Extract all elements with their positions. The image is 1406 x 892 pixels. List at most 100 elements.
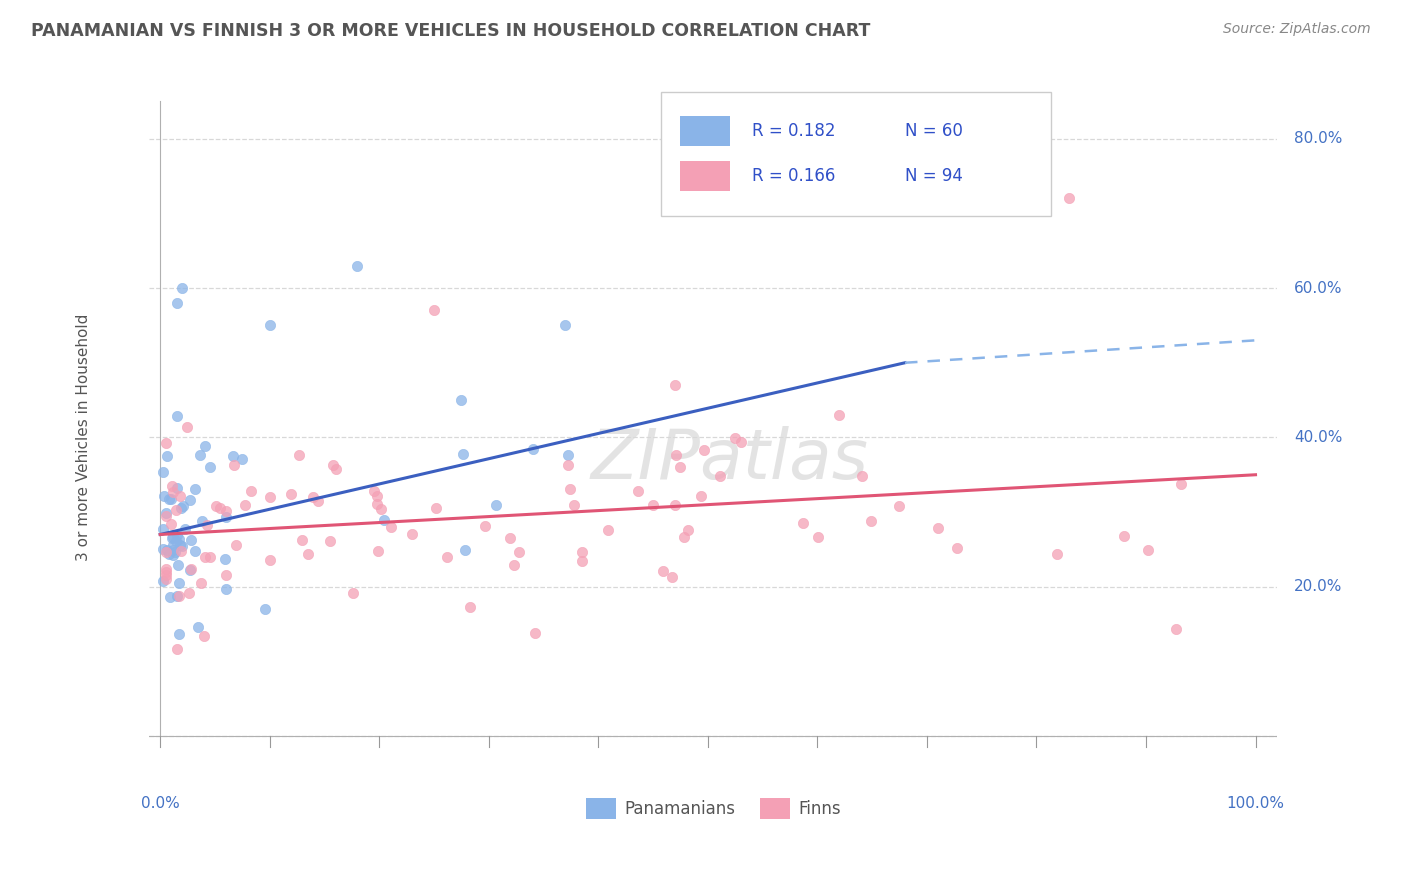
Point xyxy=(167,590,190,604)
Point xyxy=(522,442,544,457)
Point xyxy=(302,490,325,504)
Point xyxy=(669,460,692,475)
Point xyxy=(160,516,183,531)
Point xyxy=(342,585,364,599)
Point xyxy=(155,572,177,586)
Point xyxy=(162,538,184,552)
Point xyxy=(155,436,177,450)
Point xyxy=(366,489,388,503)
Point xyxy=(162,548,184,562)
Point xyxy=(194,439,217,453)
Point xyxy=(319,533,342,548)
Point xyxy=(155,509,177,524)
Point xyxy=(367,544,389,558)
Point xyxy=(460,600,482,615)
Point xyxy=(453,543,475,558)
Point xyxy=(1170,476,1192,491)
Point xyxy=(807,530,830,544)
Point xyxy=(166,481,188,495)
Point xyxy=(560,482,582,496)
Point xyxy=(423,303,446,318)
Point xyxy=(366,497,388,511)
Point xyxy=(828,408,851,422)
Point xyxy=(307,494,329,508)
Point xyxy=(214,552,236,566)
Point xyxy=(673,531,696,545)
Point xyxy=(193,629,215,643)
Point xyxy=(167,558,190,573)
Point xyxy=(215,582,238,597)
Point xyxy=(508,545,530,559)
Point xyxy=(1164,622,1187,636)
Point xyxy=(209,501,232,516)
Point xyxy=(927,521,949,535)
Point xyxy=(259,552,281,566)
Point xyxy=(627,483,650,498)
Point xyxy=(190,514,212,528)
Point xyxy=(373,513,395,527)
Point xyxy=(155,545,177,559)
Point xyxy=(215,504,238,518)
Point xyxy=(665,448,688,462)
Point xyxy=(709,469,731,483)
Point xyxy=(174,522,197,536)
Text: ZIPatlas: ZIPatlas xyxy=(591,426,869,493)
Point xyxy=(474,519,496,533)
Text: 40.0%: 40.0% xyxy=(1294,430,1343,445)
Text: 100.0%: 100.0% xyxy=(1226,796,1285,811)
Point xyxy=(167,627,190,641)
Point xyxy=(661,570,683,584)
Point xyxy=(678,523,700,537)
Point xyxy=(155,506,177,520)
Point xyxy=(1112,528,1135,542)
Text: R = 0.166: R = 0.166 xyxy=(752,167,835,185)
Point xyxy=(571,554,593,568)
Point xyxy=(159,492,181,507)
Point xyxy=(436,550,458,565)
Point xyxy=(280,487,302,501)
Point xyxy=(166,296,188,310)
Point xyxy=(346,259,368,273)
Text: 0.0%: 0.0% xyxy=(141,796,180,811)
Point xyxy=(156,543,179,558)
Text: N = 60: N = 60 xyxy=(905,122,963,140)
Point xyxy=(177,586,200,600)
Point xyxy=(152,542,174,557)
Text: 60.0%: 60.0% xyxy=(1294,281,1343,295)
Point xyxy=(180,561,202,575)
Point xyxy=(152,465,174,479)
Point xyxy=(693,443,716,458)
Point xyxy=(198,459,221,474)
Point xyxy=(166,528,188,542)
Point xyxy=(160,532,183,546)
Point xyxy=(259,490,281,504)
Point xyxy=(167,533,190,547)
Point xyxy=(571,545,593,559)
Point xyxy=(195,517,218,532)
Point xyxy=(259,318,281,333)
Point xyxy=(664,498,686,512)
Point xyxy=(214,568,236,582)
Point xyxy=(523,626,546,640)
Point xyxy=(401,526,423,541)
Point xyxy=(155,565,177,579)
Point xyxy=(380,520,402,534)
Point xyxy=(188,448,211,462)
Point xyxy=(730,435,752,450)
Point xyxy=(557,458,579,472)
Point xyxy=(946,541,969,555)
Point xyxy=(253,602,276,616)
Point xyxy=(176,420,198,434)
Point xyxy=(152,574,174,588)
Point xyxy=(851,468,873,483)
Point xyxy=(163,545,186,559)
Text: 3 or more Vehicles in Household: 3 or more Vehicles in Household xyxy=(76,314,91,561)
Bar xyxy=(681,116,730,146)
Point xyxy=(792,516,814,531)
Point xyxy=(222,458,245,472)
Point xyxy=(167,575,190,590)
Point xyxy=(172,281,194,295)
Point xyxy=(162,543,184,558)
Point xyxy=(172,499,194,513)
Point xyxy=(288,448,311,462)
